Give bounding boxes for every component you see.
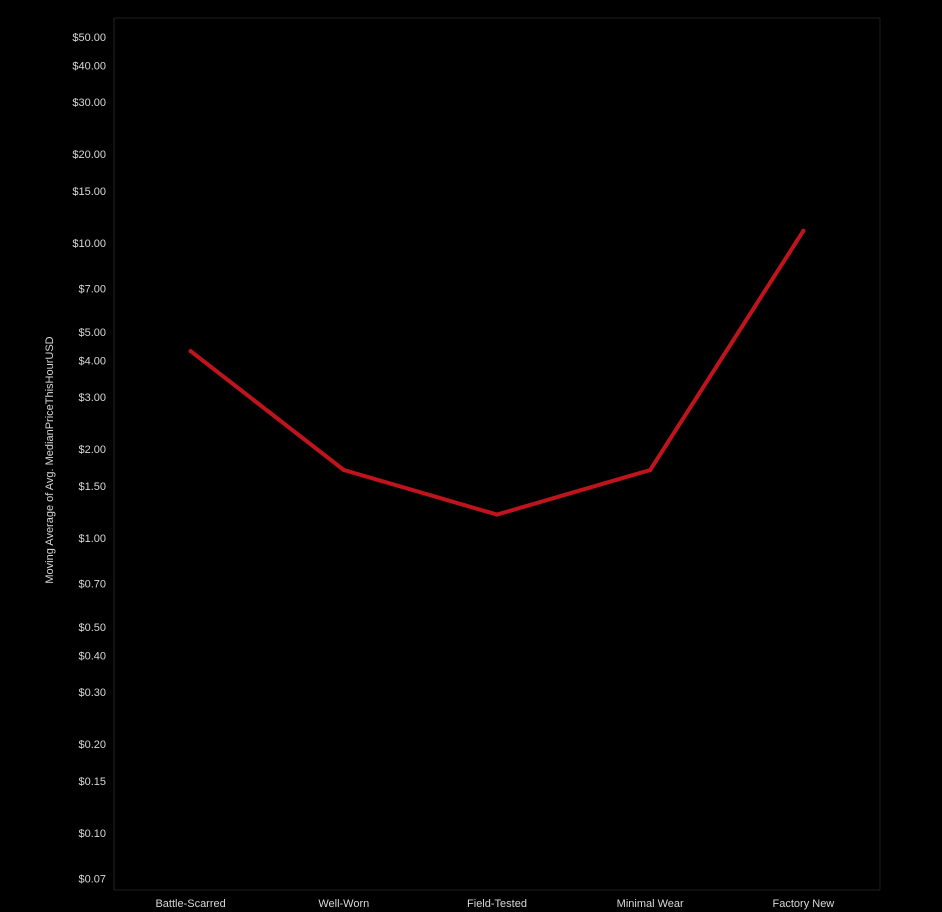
x-tick-label: Battle-Scarred [155,898,225,910]
y-tick-label: $1.50 [78,481,106,493]
x-tick-label: Factory New [773,898,835,910]
plot-frame [113,17,881,891]
y-tick-label: $0.07 [78,874,106,886]
x-tick-label: Minimal Wear [617,898,684,910]
data-point [801,228,806,233]
y-tick-label: $40.00 [72,60,106,72]
y-tick-label: $7.00 [78,284,106,296]
y-tick-label: $50.00 [72,32,106,44]
data-point [188,349,193,354]
y-tick-label: $30.00 [72,97,106,109]
y-tick-label: $3.00 [78,392,106,404]
y-tick-label: $0.15 [78,776,106,788]
y-tick-label: $15.00 [72,186,106,198]
y-tick-label: $2.00 [78,444,106,456]
y-axis: $50.00 $40.00 $30.00 $20.00 $15.00 $10.00 $7.0… [72,32,106,886]
y-tick-label: $0.20 [78,739,106,751]
y-tick-label: $4.00 [78,355,106,367]
data-point [341,468,346,473]
y-tick-label: $0.50 [78,622,106,634]
y-tick-label: $10.00 [72,238,106,250]
y-tick-label: $0.10 [78,828,106,840]
y-tick-label: $0.30 [78,687,106,699]
y-tick-label: $5.00 [78,327,106,339]
x-tick-label: Well-Worn [318,898,369,910]
y-tick-label: $0.40 [78,650,106,662]
x-tick-label: Field-Tested [467,898,527,910]
data-point [495,512,499,517]
y-axis-title: Moving Average of Avg. MedianPriceThisHo… [44,336,56,583]
y-tick-label: $20.00 [72,149,106,161]
y-tick-label: $1.00 [78,533,106,545]
y-tick-label: $0.70 [78,579,106,591]
x-axis: Battle-Scarred Well-Worn Field-Tested Minim… [155,898,834,910]
series-layer [188,228,806,517]
data-point [648,468,653,473]
